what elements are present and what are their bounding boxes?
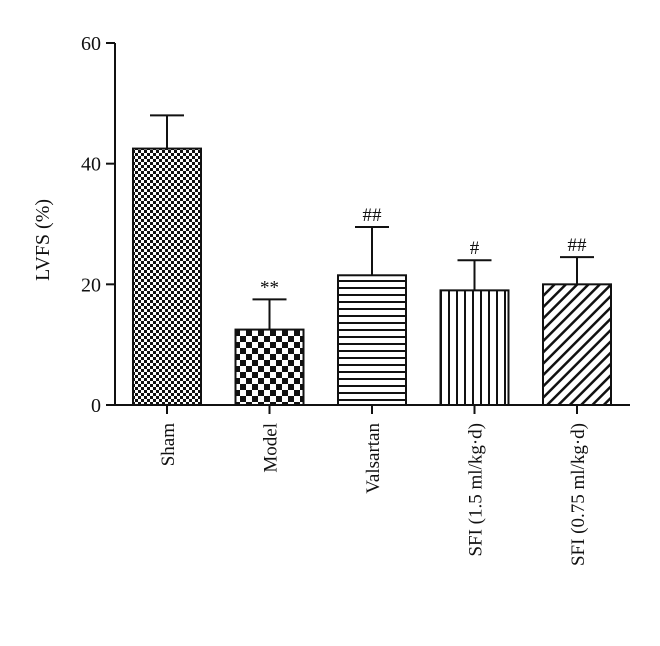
significance-annotations: **### ## [260,205,587,298]
category-label: Valsartan [363,423,384,494]
bars [132,147,612,407]
significance-label: ## [363,205,383,226]
y-tick-label: 40 [81,154,101,176]
y-axis-title: LVFS (%) [32,199,54,281]
category-label: SFI (0.75 ml/kg·d) [568,423,589,566]
error-bars [150,114,594,330]
x-axis [115,404,630,414]
significance-label: ## [568,235,588,256]
y-tick-label: 0 [91,395,101,417]
bar-4 [542,283,612,407]
significance-label: # [470,238,480,259]
category-label: Sham [158,423,179,467]
bar-1 [234,328,305,407]
y-tick-label: 20 [81,274,101,296]
bar-0 [132,147,202,406]
category-label: Model [261,423,282,473]
significance-label: ** [260,277,279,298]
category-labels: Sham Model Valsartan SFI (1.5 ml/kg·d) SFI (… [158,423,589,567]
y-axis: 0 20 40 60 [81,33,116,417]
bar-2 [337,274,407,406]
y-tick-label: 60 [81,33,101,55]
category-label: SFI (1.5 ml/kg·d) [466,423,487,557]
bar-3 [439,289,510,406]
